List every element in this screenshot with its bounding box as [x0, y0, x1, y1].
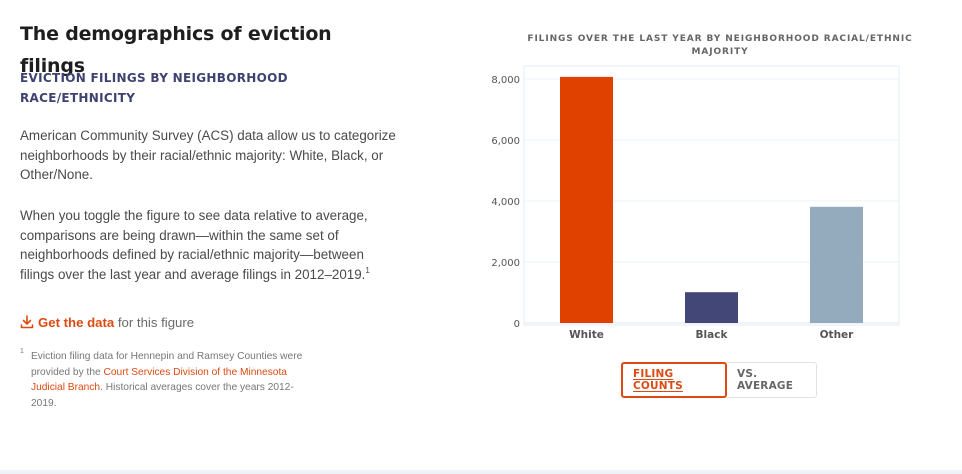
- footnote-text-before: Eviction filing data for Hennepin and Ra…: [31, 351, 303, 378]
- x-category-label: Black: [696, 329, 729, 341]
- get-data-row: Get the data for this figure: [20, 315, 194, 330]
- section-subheading: EVICTION FILINGS BY NEIGHBORHOOD RACE/ET…: [20, 71, 288, 105]
- filing-counts-toggle-button[interactable]: FILING COUNTS: [621, 362, 727, 398]
- y-tick-label: 0: [514, 319, 520, 330]
- y-tick-label: 6,000: [491, 136, 520, 147]
- get-data-suffix: for this figure: [114, 315, 195, 330]
- toggle-explanation-paragraph: When you toggle the figure to see data r…: [20, 206, 400, 285]
- vs-average-toggle-button[interactable]: VS. AVERAGE: [727, 362, 817, 398]
- court-services-link[interactable]: Court Services Division of the Minnesota…: [31, 366, 287, 394]
- footnote-marker: 1: [20, 348, 24, 355]
- x-category-label: Other: [820, 329, 855, 341]
- view-toggle: FILING COUNTS VS. AVERAGE: [621, 362, 817, 398]
- plot-frame: [523, 65, 900, 326]
- y-tick-label: 2,000: [491, 258, 520, 269]
- y-tick-label: 8,000: [491, 75, 520, 86]
- y-tick-label: 4,000: [491, 197, 520, 208]
- paragraph-text: When you toggle the figure to see data r…: [20, 208, 368, 283]
- bar-white[interactable]: [560, 76, 613, 324]
- text-panel: The demographics of eviction filings EVI…: [20, 18, 400, 409]
- footnote: 1 Eviction filing data for Hennepin and …: [20, 344, 310, 411]
- bar-other[interactable]: [810, 206, 863, 323]
- chart-title: FILINGS OVER THE LAST YEAR BY NEIGHBORHO…: [527, 34, 913, 57]
- intro-paragraph: American Community Survey (ACS) data all…: [20, 128, 396, 183]
- download-icon[interactable]: [20, 315, 34, 329]
- x-category-label: White: [569, 329, 604, 341]
- bar-chart: 0 2,000 4,000 6,000 8,000 White Black Other: [491, 65, 900, 341]
- page-title: The demographics of eviction filings: [20, 23, 332, 77]
- page-footer-band: [0, 470, 962, 474]
- footnote-text: Eviction filing data for Hennepin and Ra…: [20, 344, 310, 411]
- bar-black[interactable]: [685, 292, 738, 323]
- footnote-text-after: . Historical averages cover the years 20…: [31, 382, 294, 409]
- footnote-reference[interactable]: 1: [365, 266, 370, 276]
- get-data-link[interactable]: Get the data: [38, 315, 115, 330]
